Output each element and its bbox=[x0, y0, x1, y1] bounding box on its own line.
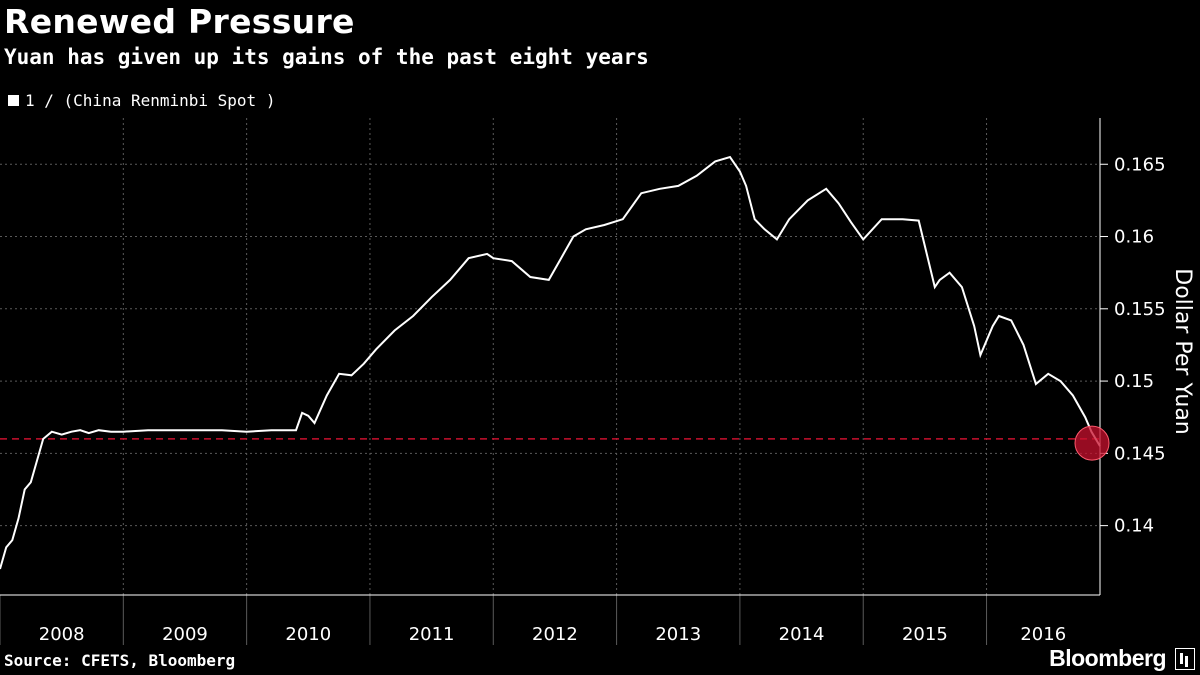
y-axis-labels: 0.14 0.145 0.15 0.155 0.16 0.165 bbox=[1114, 154, 1166, 536]
bloomberg-logo: Bloomberg bbox=[1049, 645, 1166, 671]
legend: 1 / (China Renminbi Spot ) bbox=[8, 91, 275, 110]
bloomberg-mark-icon bbox=[1175, 648, 1195, 670]
x-tick-label: 2015 bbox=[902, 624, 948, 645]
y-tick-label: 0.145 bbox=[1114, 443, 1166, 464]
y-tick-label: 0.14 bbox=[1114, 516, 1154, 537]
source-note: Source: CFETS, Bloomberg bbox=[4, 651, 236, 670]
highlight-marker bbox=[1074, 425, 1110, 461]
series-line-yuan bbox=[0, 155, 1101, 570]
y-axis-title: Dollar Per Yuan bbox=[1170, 268, 1195, 434]
x-tick-label: 2011 bbox=[409, 624, 455, 645]
x-tick-label: 2012 bbox=[532, 624, 578, 645]
x-tick-label: 2013 bbox=[655, 624, 701, 645]
chart-title: Renewed Pressure bbox=[4, 2, 355, 41]
x-tick-label: 2010 bbox=[285, 624, 331, 645]
axes bbox=[0, 118, 1108, 645]
y-tick-label: 0.16 bbox=[1114, 227, 1154, 248]
y-tick-label: 0.15 bbox=[1114, 371, 1154, 392]
y-tick-label: 0.155 bbox=[1114, 299, 1166, 320]
y-tick-label: 0.165 bbox=[1114, 154, 1166, 175]
chart-subtitle: Yuan has given up its gains of the past … bbox=[4, 45, 649, 69]
x-tick-label: 2009 bbox=[162, 624, 208, 645]
x-axis-labels: 2008 2009 2010 2011 2012 2013 2014 2015 2016 bbox=[39, 624, 1066, 645]
x-tick-label: 2008 bbox=[39, 624, 85, 645]
legend-swatch bbox=[8, 95, 19, 106]
x-tick-label: 2016 bbox=[1020, 624, 1066, 645]
x-tick-label: 2014 bbox=[779, 624, 825, 645]
grid-lines bbox=[0, 118, 1100, 595]
legend-label: 1 / (China Renminbi Spot ) bbox=[25, 91, 276, 110]
